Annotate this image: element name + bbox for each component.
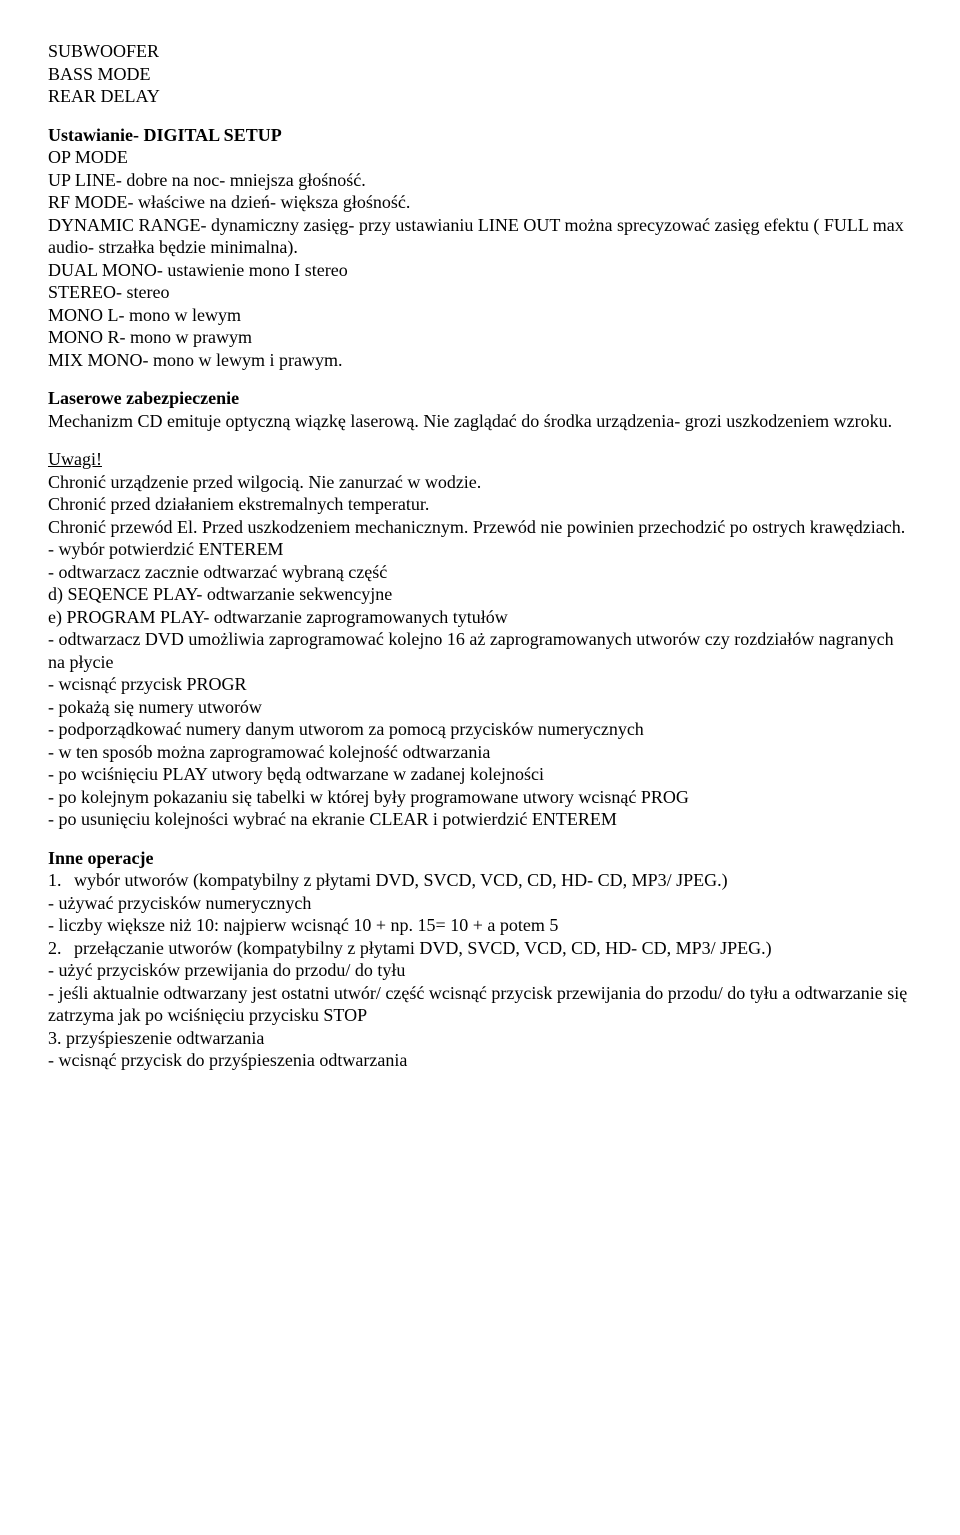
text-line: - jeśli aktualnie odtwarzany jest ostatn… <box>48 982 912 1027</box>
text-line: d) SEQENCE PLAY- odtwarzanie sekwencyjne <box>48 583 912 606</box>
heading-other-operations: Inne operacje <box>48 847 912 870</box>
text-line: RF MODE- właściwe na dzień- większa głoś… <box>48 191 912 214</box>
text-line: - pokażą się numery utworów <box>48 696 912 719</box>
list-number: 1. <box>48 869 74 892</box>
text-line: MONO R- mono w prawym <box>48 326 912 349</box>
list-text: przełączanie utworów (kompatybilny z pły… <box>74 937 772 960</box>
list-item: 2. przełączanie utworów (kompatybilny z … <box>48 937 912 960</box>
text-line: REAR DELAY <box>48 85 912 108</box>
text-line: - odtwarzacz DVD umożliwia zaprogramować… <box>48 628 912 673</box>
text-line: - po usunięciu kolejności wybrać na ekra… <box>48 808 912 831</box>
text-line: - użyć przycisków przewijania do przodu/… <box>48 959 912 982</box>
list-item: 1. wybór utworów (kompatybilny z płytami… <box>48 869 912 892</box>
text-line: OP MODE <box>48 146 912 169</box>
text-line: SUBWOOFER <box>48 40 912 63</box>
text-line: BASS MODE <box>48 63 912 86</box>
section-warnings: Uwagi! Chronić urządzenie przed wilgocią… <box>48 448 912 831</box>
text-line: - używać przycisków numerycznych <box>48 892 912 915</box>
text-line: - w ten sposób można zaprogramować kolej… <box>48 741 912 764</box>
text-line: - podporządkować numery danym utworom za… <box>48 718 912 741</box>
heading-digital-setup: Ustawianie- DIGITAL SETUP <box>48 124 912 147</box>
text-line: - odtwarzacz zacznie odtwarzać wybraną c… <box>48 561 912 584</box>
heading-laser-safety: Laserowe zabezpieczenie <box>48 387 912 410</box>
text-line: DYNAMIC RANGE- dynamiczny zasięg- przy u… <box>48 214 912 259</box>
text-line: Chronić urządzenie przed wilgocią. Nie z… <box>48 471 912 494</box>
text-line: UP LINE- dobre na noc- mniejsza głośność… <box>48 169 912 192</box>
text-line: MIX MONO- mono w lewym i prawym. <box>48 349 912 372</box>
text-line: - wcisnąć przycisk do przyśpieszenia odt… <box>48 1049 912 1072</box>
text-line: Chronić przewód El. Przed uszkodzeniem m… <box>48 516 912 539</box>
text-line: MONO L- mono w lewym <box>48 304 912 327</box>
text-line: 3. przyśpieszenie odtwarzania <box>48 1027 912 1050</box>
text-line: - po wciśnięciu PLAY utwory będą odtwarz… <box>48 763 912 786</box>
list-number: 2. <box>48 937 74 960</box>
section-laser-safety: Laserowe zabezpieczenie Mechanizm CD emi… <box>48 387 912 432</box>
list-text: wybór utworów (kompatybilny z płytami DV… <box>74 869 728 892</box>
text-line: Chronić przed działaniem ekstremalnych t… <box>48 493 912 516</box>
text-line: e) PROGRAM PLAY- odtwarzanie zaprogramow… <box>48 606 912 629</box>
text-line: - wcisnąć przycisk PROGR <box>48 673 912 696</box>
text-line: Mechanizm CD emituje optyczną wiązkę las… <box>48 410 912 433</box>
text-line: - wybór potwierdzić ENTEREM <box>48 538 912 561</box>
section-digital-setup: Ustawianie- DIGITAL SETUP OP MODE UP LIN… <box>48 124 912 372</box>
text-line: STEREO- stereo <box>48 281 912 304</box>
text-line: DUAL MONO- ustawienie mono I stereo <box>48 259 912 282</box>
heading-warnings: Uwagi! <box>48 448 912 471</box>
text-line: - po kolejnym pokazaniu się tabelki w kt… <box>48 786 912 809</box>
text-line: - liczby większe niż 10: najpierw wcisną… <box>48 914 912 937</box>
section-subwoofer: SUBWOOFER BASS MODE REAR DELAY <box>48 40 912 108</box>
section-other-operations: Inne operacje 1. wybór utworów (kompatyb… <box>48 847 912 1072</box>
